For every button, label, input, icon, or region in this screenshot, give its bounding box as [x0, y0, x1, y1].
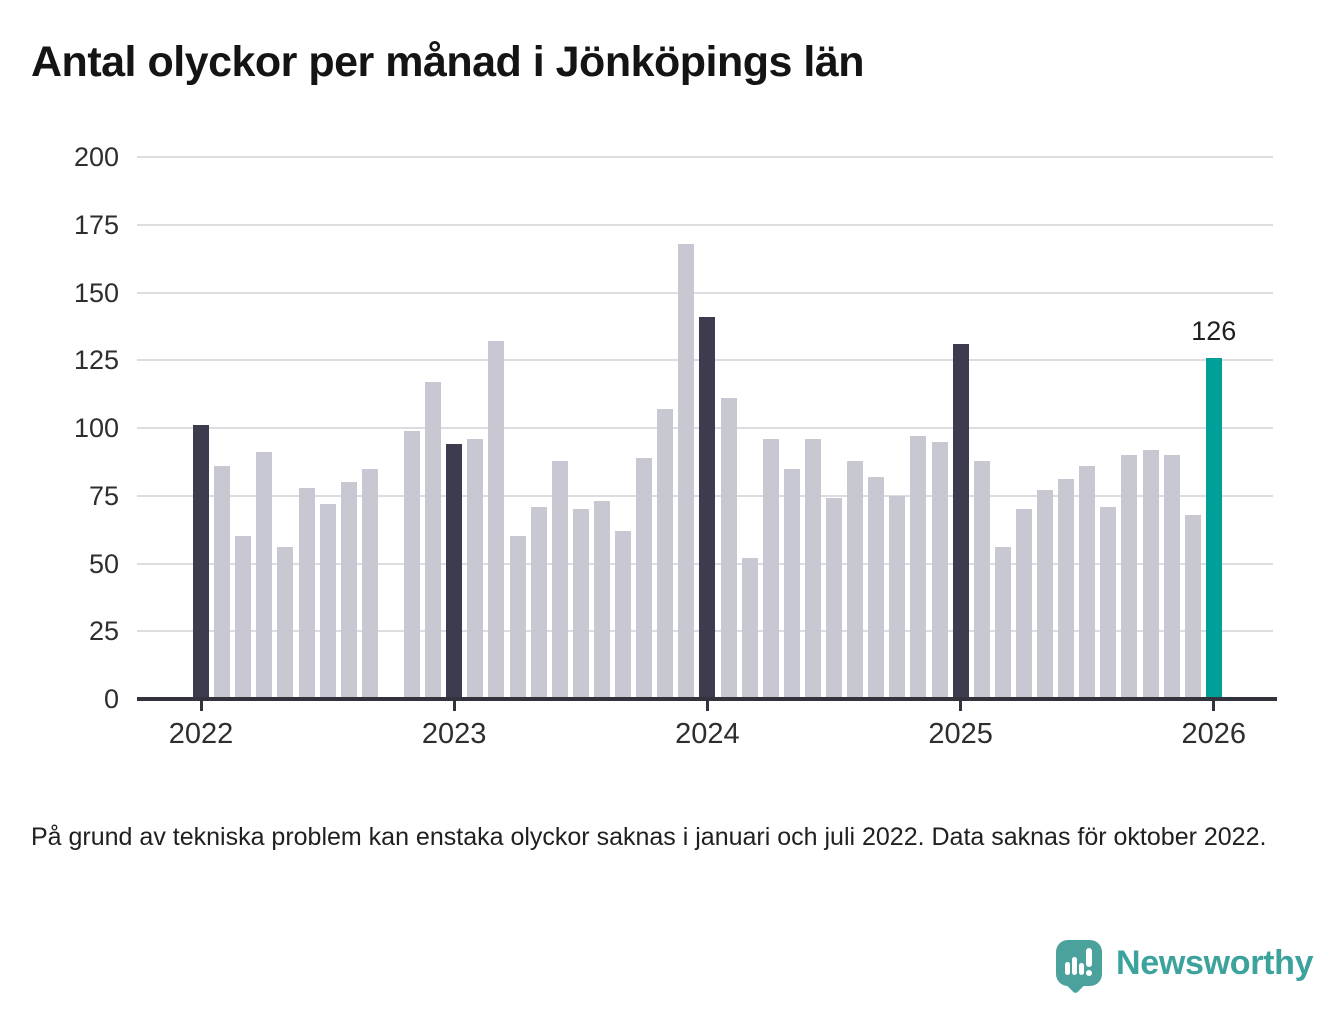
bar: [615, 530, 631, 700]
bar: [593, 501, 610, 700]
y-tick-label: 200: [73, 142, 119, 172]
bar: [298, 487, 315, 700]
bar: [699, 316, 716, 700]
x-tick-mark: [1212, 701, 1216, 711]
bar: [741, 558, 758, 700]
bar: [214, 465, 231, 700]
bar: [277, 547, 294, 700]
x-tick-label: 2025: [928, 718, 993, 750]
bar: [1015, 509, 1032, 700]
bar: [488, 341, 505, 700]
x-tick-label: 2023: [421, 718, 487, 750]
gridline: [137, 156, 1273, 158]
bar: [551, 460, 568, 700]
x-axis-line: [137, 697, 1277, 701]
x-tick-label: 2022: [168, 718, 234, 750]
chart-footnote: På grund av tekniska problem kan enstaka…: [31, 823, 1267, 851]
chart-title: Antal olyckor per månad i Jönköpings län: [31, 38, 865, 86]
bar: [910, 436, 927, 700]
bar: [826, 498, 842, 700]
bar: [994, 547, 1011, 700]
bar: [256, 452, 273, 700]
logo-bar-icon: [1079, 963, 1084, 975]
y-tick-label: 125: [73, 345, 119, 376]
bar: [446, 444, 463, 700]
bar: [340, 482, 357, 700]
bar: [720, 398, 737, 700]
y-tick-label: 150: [73, 277, 119, 308]
x-tick-label: 2026: [1181, 718, 1247, 750]
bar: [404, 430, 420, 700]
bar: [636, 457, 653, 700]
logo-bar-icon: [1065, 962, 1070, 975]
bar: [804, 438, 821, 700]
bar: [361, 468, 378, 700]
x-tick-mark: [705, 701, 709, 711]
bar: [889, 495, 906, 700]
logo-exclamation-icon: [1086, 948, 1092, 967]
bar: [973, 460, 990, 700]
bar: [467, 438, 484, 700]
x-tick-mark: [452, 701, 456, 711]
y-tick-label: 50: [88, 548, 119, 579]
bar: [1184, 514, 1201, 700]
x-tick-label: 2024: [675, 718, 740, 750]
bar: [319, 503, 336, 700]
x-tick-mark: [199, 701, 203, 711]
bar: [425, 381, 442, 700]
bar: [1100, 506, 1117, 700]
logo-text: Newsworthy: [1116, 944, 1314, 982]
y-tick-label: 100: [73, 413, 119, 443]
bar: [1205, 357, 1222, 700]
bar: [931, 441, 948, 700]
gridline: [137, 291, 1273, 294]
bar: [657, 409, 674, 700]
bar: [762, 438, 779, 700]
bar: [868, 476, 885, 700]
bar: [235, 536, 252, 700]
newsworthy-speech-bubble-barchart-icon: [1056, 940, 1102, 995]
logo-bar-icon: [1072, 957, 1077, 975]
gridline: [137, 223, 1273, 226]
bar: [678, 243, 695, 700]
bar: [509, 536, 526, 700]
bar: [1121, 455, 1138, 700]
y-tick-label: 25: [88, 616, 119, 647]
y-tick-label: 175: [73, 209, 119, 240]
logo-exclamation-dot-icon: [1086, 970, 1092, 976]
bar: [1163, 455, 1180, 700]
y-tick-label: 75: [88, 480, 119, 511]
bar: [1058, 479, 1075, 700]
x-tick-mark: [959, 701, 963, 711]
bar: [952, 343, 969, 700]
bar: [530, 506, 547, 700]
bar-value-label: 126: [1191, 316, 1237, 346]
bar: [847, 460, 864, 700]
bar: [783, 468, 800, 700]
bar: [1079, 465, 1096, 700]
bar: [193, 425, 209, 700]
y-tick-label: 0: [103, 684, 119, 714]
bar: [1142, 449, 1159, 700]
bar: [1037, 490, 1053, 700]
bar: [572, 509, 589, 700]
